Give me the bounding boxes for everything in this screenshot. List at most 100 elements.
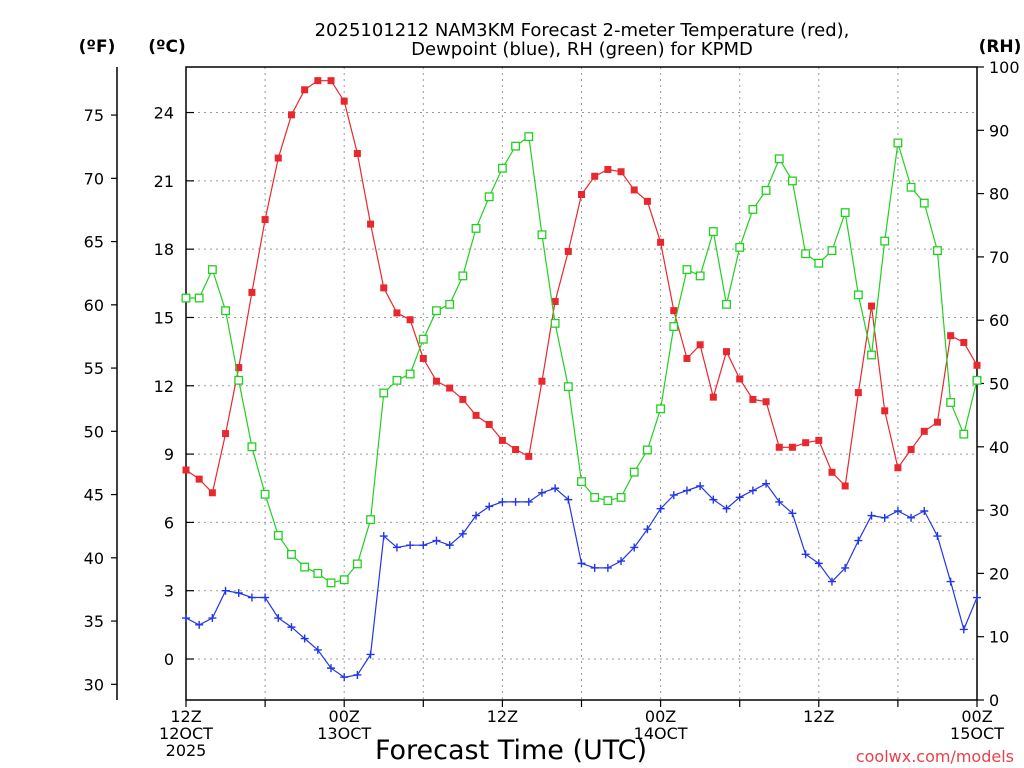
temperature-point (696, 341, 704, 349)
temperature-point (564, 247, 572, 255)
x-tick-label: 12Z (170, 707, 201, 726)
x-tick-label: 00Z (961, 707, 992, 726)
rh-point (682, 265, 692, 275)
celsius-tick-label: 15 (154, 308, 174, 327)
dewpoint-point (920, 507, 929, 516)
temperature-point (498, 436, 506, 444)
dewpoint-point (669, 491, 678, 500)
dewpoint-point (762, 479, 771, 488)
fahrenheit-tick-label: 55 (84, 359, 104, 378)
rh-point (511, 141, 521, 151)
rh-point (313, 568, 323, 578)
temperature-point (446, 384, 454, 392)
dewpoint-point (511, 497, 520, 506)
dewpoint-point (537, 488, 546, 497)
rh-point (563, 382, 573, 392)
celsius-tick-label: 21 (154, 172, 174, 191)
rh-point (695, 271, 705, 281)
dewpoint-point (564, 495, 573, 504)
temperature-point (208, 489, 216, 497)
celsius-tick-label: 24 (154, 104, 174, 123)
temperature-point (393, 309, 401, 317)
dewpoint-point (696, 481, 705, 490)
fahrenheit-tick-label: 30 (84, 675, 104, 694)
dewpoint-point (880, 513, 889, 522)
dewpoint-point (353, 670, 362, 679)
dewpoint-point (261, 593, 270, 602)
temperature-point (380, 284, 388, 292)
temperature-point (340, 97, 348, 105)
rh-point (906, 182, 916, 192)
rh-point (339, 575, 349, 585)
rh-point (867, 350, 876, 360)
dewpoint-point (854, 536, 863, 545)
rh-point (221, 306, 230, 316)
celsius-tick-label: 9 (164, 445, 174, 464)
rh-point (273, 530, 283, 540)
rh-tick-label: 0 (989, 691, 999, 710)
temperature-point (538, 377, 546, 385)
temperature-point (854, 389, 862, 397)
dewpoint-point (498, 497, 507, 506)
temperature-point (287, 111, 295, 119)
temperature-point (920, 427, 928, 435)
rh-point (524, 132, 534, 142)
celsius-tick-label: 6 (164, 513, 174, 532)
rh-point (827, 246, 837, 256)
fahrenheit-tick-label: 60 (84, 296, 104, 315)
rh-point (893, 138, 903, 148)
temperature-line (185, 80, 978, 495)
rh-tick-label: 30 (989, 501, 1009, 520)
dewpoint-point (788, 509, 797, 518)
dewpoint-series (182, 479, 981, 682)
x-tick-label: 12Z (487, 707, 518, 726)
rh-tick-label: 50 (989, 375, 1009, 394)
x-tick-label: 12Z (803, 707, 834, 726)
rh-point (801, 249, 811, 259)
x-tick-label: 12OCT (159, 724, 213, 743)
rh-point (326, 578, 336, 588)
rh-point (656, 404, 666, 414)
temperature-point (182, 466, 190, 474)
rh-point (603, 496, 613, 506)
temperature-point (643, 197, 651, 205)
dewpoint-point (709, 495, 718, 504)
temperature-point (591, 172, 599, 180)
dewpoint-point (643, 525, 652, 534)
x-tick-label: 14OCT (634, 724, 688, 743)
temperature-point (657, 238, 665, 246)
temperature-point (630, 186, 638, 194)
dewpoint-point (946, 577, 955, 586)
dewpoint-point (551, 484, 560, 493)
dewpoint-point (775, 497, 784, 506)
rh-point (352, 559, 362, 569)
x-tick-label: 15OCT (950, 724, 1004, 743)
temperature-point (709, 393, 717, 401)
rh-point (550, 318, 560, 328)
rh-point (392, 375, 402, 385)
temperature-point (894, 464, 902, 472)
rh-point (405, 369, 415, 379)
temperature-point (723, 348, 731, 356)
rh-point (260, 489, 270, 499)
celsius-unit-label: (ºC) (148, 37, 186, 57)
rh-point (735, 242, 745, 252)
dewpoint-point (590, 563, 599, 572)
rh-tick-label: 90 (989, 121, 1009, 140)
rh-point (642, 445, 652, 455)
rh-point (708, 227, 718, 237)
dewpoint-point (432, 536, 441, 545)
rh-tick-label: 60 (989, 311, 1009, 330)
fahrenheit-tick-label: 65 (84, 233, 104, 252)
rh-point (471, 223, 481, 233)
rh-point (853, 290, 863, 300)
rh-point (537, 230, 547, 240)
dewpoint-point (313, 645, 322, 654)
temperature-point (195, 475, 203, 483)
chart-title-line-1: 2025101212 NAM3KM Forecast 2-meter Tempe… (315, 20, 850, 41)
rh-tick-label: 40 (989, 438, 1009, 457)
rh-point (207, 265, 217, 275)
fahrenheit-tick-label: 75 (84, 106, 104, 125)
rh-point (194, 293, 204, 303)
